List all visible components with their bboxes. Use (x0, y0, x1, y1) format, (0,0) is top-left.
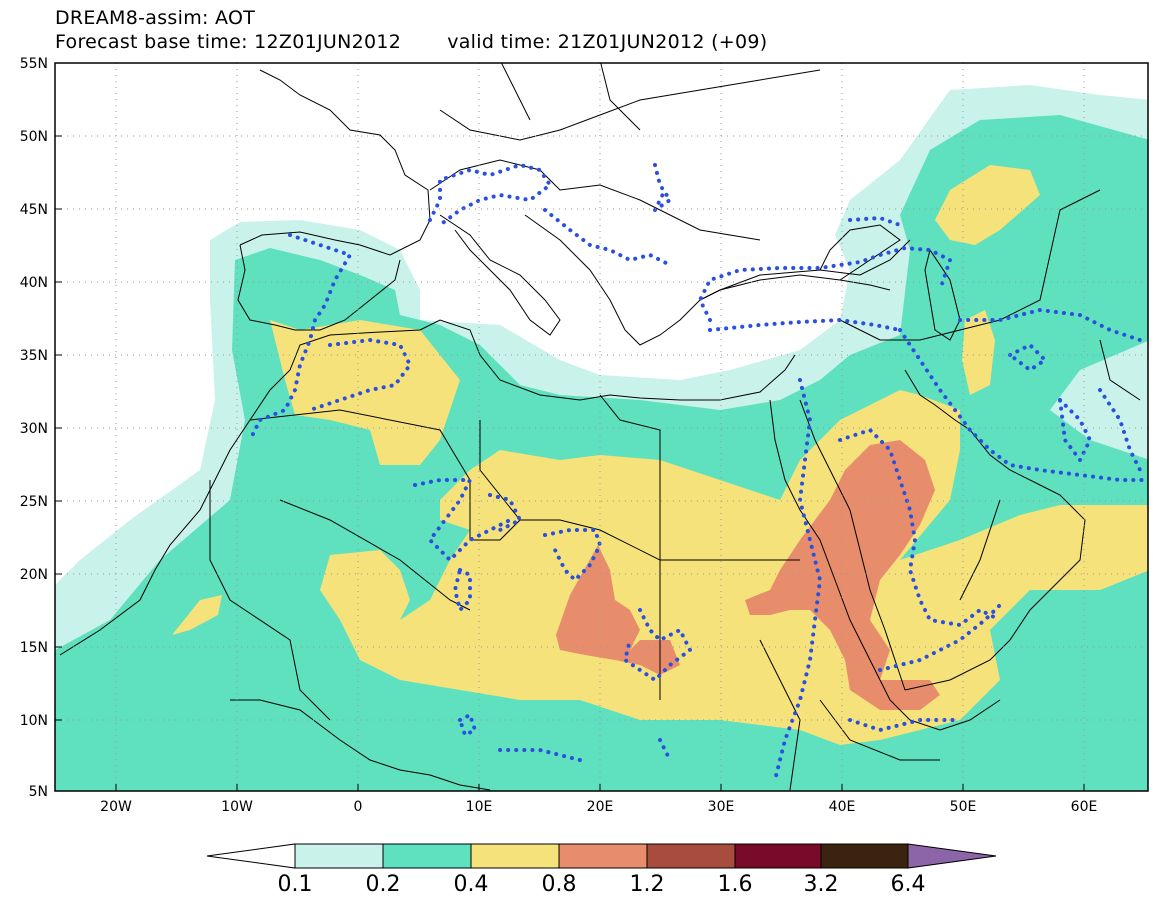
colorbar-tick-label: 0.2 (366, 872, 401, 897)
colorbar-tick-label: 0.4 (454, 872, 489, 897)
coast-red-sea-east (799, 399, 906, 691)
observed-aot-contours (248, 162, 1148, 782)
lat-label: 25N (20, 494, 48, 510)
border-turkey-caucasus (699, 239, 911, 301)
colorbar-tick-label: 3.2 (804, 872, 839, 897)
lon-label: 40E (829, 799, 856, 815)
lon-label: 20W (100, 799, 132, 815)
coast-balkans-greece (524, 214, 891, 346)
latitude-labels: 55N 50N 45N 40N 35N 30N 25N 20N 15N 10N … (20, 56, 48, 800)
contour-iberia (248, 233, 353, 442)
contour-balkans (543, 208, 672, 267)
contour-small-1 (452, 567, 472, 614)
lon-label: 60E (1071, 799, 1098, 815)
lon-label: 50E (950, 799, 977, 815)
lat-label: 5N (29, 784, 48, 800)
colorbar-tick-label: 6.4 (891, 872, 926, 897)
border-sahara-3 (209, 480, 331, 721)
contour-med-coast (708, 317, 902, 332)
lon-label: 20E (587, 799, 614, 815)
contour-europe-north (428, 162, 553, 227)
base-time: Forecast base time: 12Z01JUN2012 (55, 31, 402, 53)
colorbar-segment (820, 843, 909, 869)
aot-fields (55, 85, 1148, 791)
colorbar-segment (470, 843, 560, 869)
border-europe-2 (439, 63, 821, 141)
colorbar-tick-label: 1.2 (630, 872, 665, 897)
longitude-labels: 20W 10W 0 10E 20E 30E 40E 50E 60E (100, 799, 1097, 815)
lon-label: 10E (466, 799, 493, 815)
border-sahara-2 (249, 409, 661, 700)
contour-gulf (898, 328, 1148, 482)
coast-red-sea-west (769, 399, 911, 721)
colorbar-low-arrow (206, 843, 296, 869)
lat-label: 15N (20, 640, 48, 656)
map-subtitle: Forecast base time: 12Z01JUN2012 valid ti… (55, 32, 768, 52)
coast-italy (439, 214, 561, 336)
lon-label: 10W (221, 799, 253, 815)
axis-ticks (55, 62, 1085, 791)
map-title: DREAM8-assim: AOT (55, 7, 256, 29)
coast-europe (239, 69, 431, 256)
coast-iberia (237, 244, 401, 331)
colorbar-tick-label: 0.1 (278, 872, 313, 897)
lat-label: 35N (20, 348, 48, 364)
colorbar-segment (734, 843, 822, 869)
border-middle-east (839, 189, 1141, 601)
colorbar-segment (294, 843, 384, 869)
valid-time: valid time: 21Z01JUN2012 (+09) (447, 31, 768, 53)
lat-label: 10N (20, 713, 48, 729)
lat-label: 55N (20, 56, 48, 72)
border-egypt-sudan (659, 460, 800, 561)
lat-label: 40N (20, 275, 48, 291)
coast-caspian-black-sea (819, 224, 961, 341)
lon-label: 0 (354, 799, 363, 815)
aot-field-0.4 (172, 165, 1148, 745)
lon-label: 30E (708, 799, 735, 815)
colorbar-high-arrow (907, 843, 997, 869)
contour-horn (848, 718, 962, 733)
contour-morocco-algeria (308, 337, 413, 412)
colorbar-tick-label: 1.6 (718, 872, 753, 897)
colorbar-segment (646, 843, 736, 869)
aot-field-0.8 (556, 440, 940, 710)
contour-red-sea-east (838, 427, 1002, 628)
contour-alpine (649, 163, 673, 216)
coast-north-africa (249, 319, 796, 421)
contour-turkey (697, 245, 953, 322)
lat-label: 30N (20, 421, 48, 437)
colorbar: 0.1 0.2 0.4 0.8 1.2 1.6 3.2 6.4 (206, 843, 997, 897)
contour-sahara-west (413, 478, 512, 563)
border-europe-1 (429, 159, 761, 241)
coast-west-africa (59, 419, 251, 656)
colorbar-segment (558, 843, 648, 869)
coast-horn-africa (909, 699, 1001, 731)
contour-sahara-mid (488, 493, 523, 532)
lat-label: 45N (20, 202, 48, 218)
contour-central-asia (848, 215, 1049, 373)
lat-label: 50N (20, 129, 48, 145)
contour-small-2 (457, 712, 672, 762)
border-libya (479, 394, 661, 521)
contour-chad (543, 528, 603, 583)
colorbar-tick-label: 0.8 (542, 872, 577, 897)
contour-caspian (958, 307, 1142, 342)
contour-gulf-guinea (498, 748, 582, 762)
coast-gulf-guinea (230, 699, 491, 791)
contour-red-sea-west (773, 378, 823, 782)
graticule (55, 63, 1148, 791)
lat-label: 20N (20, 567, 48, 583)
map-frame (54, 62, 1149, 792)
colorbar-segment (382, 843, 472, 869)
contour-iran (1057, 388, 1142, 472)
contour-sudan (622, 608, 693, 683)
